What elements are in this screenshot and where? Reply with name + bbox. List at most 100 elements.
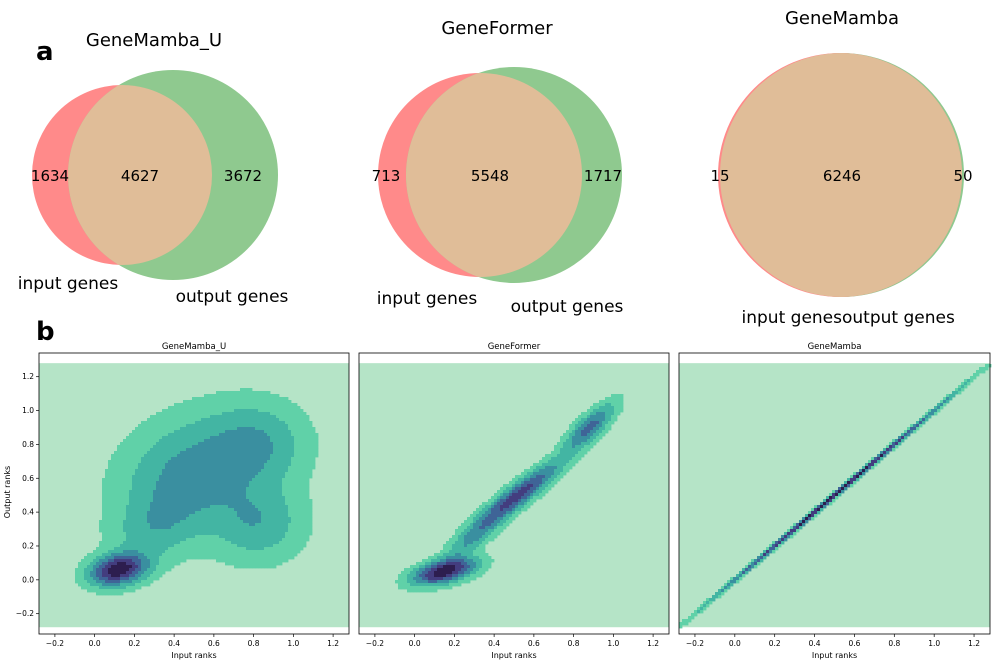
density-cell	[231, 532, 235, 536]
density-cell	[488, 505, 492, 509]
density-cell	[587, 427, 591, 431]
density-cell	[416, 583, 420, 587]
density-cell	[252, 472, 256, 476]
density-cell	[183, 547, 187, 551]
density-cell	[111, 487, 115, 491]
density-cell	[219, 538, 223, 542]
density-cell	[575, 439, 579, 443]
density-cell	[246, 556, 250, 560]
density-cell	[138, 472, 142, 476]
density-cell	[141, 565, 145, 569]
density-cell	[225, 490, 229, 494]
density-cell	[234, 403, 238, 407]
density-cell	[261, 427, 265, 431]
density-cell	[554, 451, 558, 455]
density-cell	[231, 490, 235, 494]
density-cell	[117, 571, 121, 575]
density-cell	[114, 529, 118, 533]
density-cell	[312, 454, 316, 458]
density-cell	[138, 499, 142, 503]
density-cell	[168, 511, 172, 515]
density-cell	[138, 508, 142, 512]
density-cell	[108, 496, 112, 500]
density-cell	[156, 538, 160, 542]
density-cell	[240, 436, 244, 440]
density-cell	[198, 424, 202, 428]
density-cell	[282, 556, 286, 560]
density-cell	[294, 484, 298, 488]
density-cell	[452, 544, 456, 548]
density-cell	[174, 496, 178, 500]
density-cell	[165, 505, 169, 509]
density-cell	[240, 427, 244, 431]
density-cell	[222, 442, 226, 446]
density-cell	[228, 553, 232, 557]
density-cell	[147, 580, 151, 584]
density-cell	[138, 433, 142, 437]
density-cell	[261, 529, 265, 533]
density-cell	[291, 544, 295, 548]
density-cell	[509, 514, 513, 518]
density-cell	[297, 436, 301, 440]
density-cell	[461, 574, 465, 578]
density-cell	[123, 508, 127, 512]
density-cell	[231, 424, 235, 428]
density-cell	[150, 526, 154, 530]
density-cell	[288, 433, 292, 437]
density-cell	[192, 457, 196, 461]
density-cell	[273, 526, 277, 530]
density-cell	[249, 424, 253, 428]
density-cell	[252, 463, 256, 467]
density-cell	[590, 430, 594, 434]
density-cell	[291, 472, 295, 476]
density-cell	[78, 565, 82, 569]
density-cell	[312, 457, 316, 461]
density-cell	[240, 439, 244, 443]
density-cell	[162, 463, 166, 467]
density-cell	[210, 526, 214, 530]
density-cell	[201, 475, 205, 479]
density-cell	[291, 499, 295, 503]
density-cell	[518, 484, 522, 488]
density-cell	[306, 460, 310, 464]
density-cell	[195, 520, 199, 524]
density-cell	[506, 511, 510, 515]
density-cell	[252, 490, 256, 494]
density-cell	[237, 397, 241, 401]
density-cell	[434, 565, 438, 569]
density-cell	[291, 421, 295, 425]
density-cell	[156, 517, 160, 521]
density-cell	[141, 505, 145, 509]
density-cell	[291, 550, 295, 554]
density-cell	[198, 505, 202, 509]
density-cell	[168, 496, 172, 500]
density-cell	[422, 574, 426, 578]
density-cell	[258, 448, 262, 452]
density-cell	[467, 574, 471, 578]
density-cell	[204, 517, 208, 521]
density-cell	[192, 439, 196, 443]
density-cell	[240, 508, 244, 512]
density-cell	[273, 472, 277, 476]
density-cell	[593, 406, 597, 410]
density-cell	[114, 472, 118, 476]
density-cell	[300, 544, 304, 548]
density-cell	[234, 418, 238, 422]
density-cell	[105, 511, 109, 515]
density-cell	[243, 406, 247, 410]
density-cell	[225, 394, 229, 398]
density-cell	[102, 490, 106, 494]
density-cell	[593, 442, 597, 446]
density-cell	[174, 526, 178, 530]
density-cell	[237, 538, 241, 542]
density-cell	[225, 562, 229, 566]
density-cell	[503, 490, 507, 494]
density-cell	[249, 508, 253, 512]
density-cell	[93, 586, 97, 590]
density-cell	[222, 559, 226, 563]
density-cell	[249, 496, 253, 500]
density-cell	[105, 502, 109, 506]
density-cell	[309, 502, 313, 506]
density-cell	[309, 526, 313, 530]
density-cell	[177, 451, 181, 455]
